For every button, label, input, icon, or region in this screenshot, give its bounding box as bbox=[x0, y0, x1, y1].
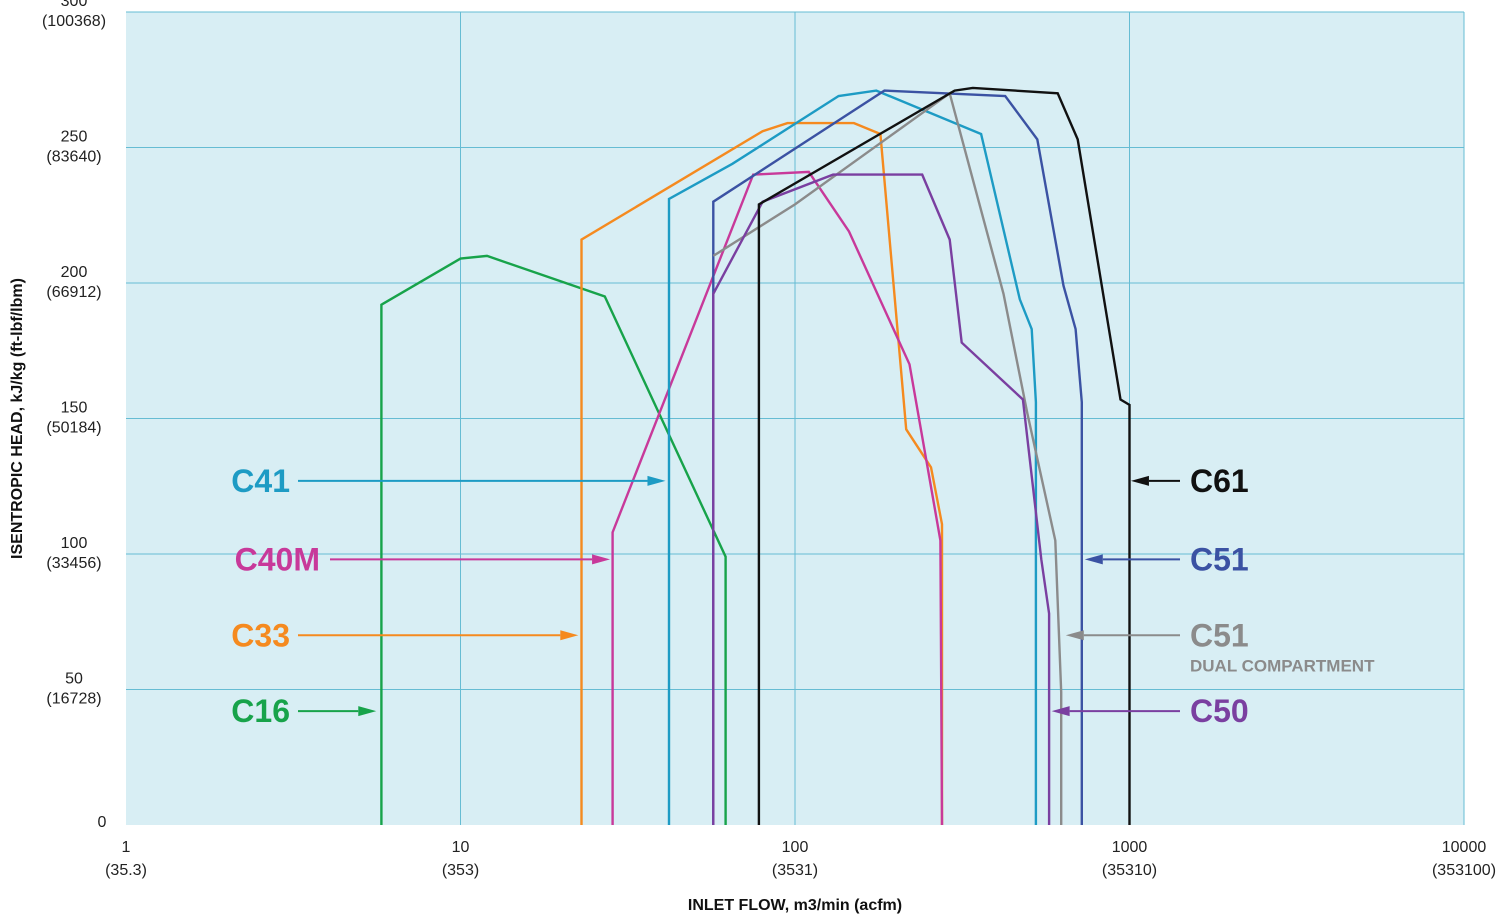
y-tick-sublabel: (83640) bbox=[46, 149, 101, 166]
callout-c41: C41 bbox=[231, 463, 666, 499]
callout-label: C51 bbox=[1190, 617, 1249, 653]
x-axis-title: INLET FLOW, m3/min (acfm) bbox=[688, 897, 902, 914]
callout-arrowhead bbox=[1084, 554, 1103, 565]
callout-label: C41 bbox=[231, 463, 290, 499]
y-tick-label: 0 bbox=[98, 814, 107, 831]
y-tick-label: 300 bbox=[61, 0, 88, 10]
series-line-c41 bbox=[667, 89, 1038, 825]
x-tick-label: 100 bbox=[782, 839, 809, 856]
callout-c51-dual-compartment: C51 DUAL COMPARTMENT bbox=[1065, 617, 1375, 675]
series-line-c33 bbox=[580, 121, 944, 825]
callout-arrowhead bbox=[1065, 630, 1084, 641]
callout-arrowhead bbox=[1051, 706, 1070, 717]
x-tick-label: 10 bbox=[452, 839, 470, 856]
callout-sublabel: DUAL COMPARTMENT bbox=[1190, 656, 1375, 675]
callout-c51: C51 bbox=[1084, 541, 1249, 577]
y-tick-label: 250 bbox=[61, 129, 88, 146]
y-axis-title: ISENTROPIC HEAD, kJ/kg (ft-lbf/lbm) bbox=[9, 278, 26, 559]
x-tick-label: 10000 bbox=[1442, 839, 1487, 856]
callout-c50: C50 bbox=[1051, 693, 1249, 729]
y-tick-label: 50 bbox=[65, 671, 83, 688]
y-tick-label: 200 bbox=[61, 264, 88, 281]
x-tick-sublabel: (3531) bbox=[772, 862, 818, 879]
series-line-c50 bbox=[712, 173, 1051, 825]
callout-c33: C33 bbox=[231, 617, 579, 653]
callout-arrowhead bbox=[592, 554, 611, 565]
y-tick-sublabel: (50184) bbox=[46, 420, 101, 437]
x-tick-sublabel: (353100) bbox=[1432, 862, 1496, 879]
callout-c16: C16 bbox=[231, 693, 377, 729]
y-tick-label: 150 bbox=[61, 400, 88, 417]
callout-label: C50 bbox=[1190, 693, 1249, 729]
series-line-c61 bbox=[757, 86, 1131, 825]
x-tick-label: 1 bbox=[122, 839, 131, 856]
callout-label: C40M bbox=[235, 541, 320, 577]
series-lines bbox=[380, 86, 1131, 826]
y-tick-sublabel: (66912) bbox=[46, 284, 101, 301]
x-tick-sublabel: (35.3) bbox=[105, 862, 147, 879]
callout-arrowhead bbox=[358, 706, 377, 717]
x-axis-ticks: 1 (35.3) 10 (353) 100 (3531) 1000 (35310) 10000 (… bbox=[105, 839, 1496, 879]
y-tick-sublabel: (33456) bbox=[46, 555, 101, 572]
x-tick-label: 1000 bbox=[1112, 839, 1148, 856]
callout-label: C33 bbox=[231, 617, 290, 653]
callout-arrowhead bbox=[560, 630, 579, 641]
series-line-c40m bbox=[611, 170, 944, 826]
y-tick-sublabel: (16728) bbox=[46, 691, 101, 708]
callout-arrowhead bbox=[1130, 475, 1149, 486]
callout-label: C61 bbox=[1190, 463, 1249, 499]
x-tick-sublabel: (35310) bbox=[1102, 862, 1157, 879]
callout-label: C51 bbox=[1190, 541, 1249, 577]
series-line-c51-dual-compartment bbox=[712, 91, 1063, 825]
series-line-c51 bbox=[712, 89, 1084, 825]
callout-label: C16 bbox=[231, 693, 290, 729]
callout-c61: C61 bbox=[1130, 463, 1249, 499]
y-axis-ticks: 0 50 (16728) 100 (33456) 150 (50184) 200 (66912)… bbox=[42, 0, 107, 831]
callout-c40m: C40M bbox=[235, 541, 611, 577]
y-tick-sublabel: (100368) bbox=[42, 13, 106, 30]
y-tick-label: 100 bbox=[61, 535, 88, 552]
x-tick-sublabel: (353) bbox=[442, 862, 479, 879]
series-line-c16 bbox=[380, 254, 727, 825]
callout-arrowhead bbox=[647, 475, 666, 486]
